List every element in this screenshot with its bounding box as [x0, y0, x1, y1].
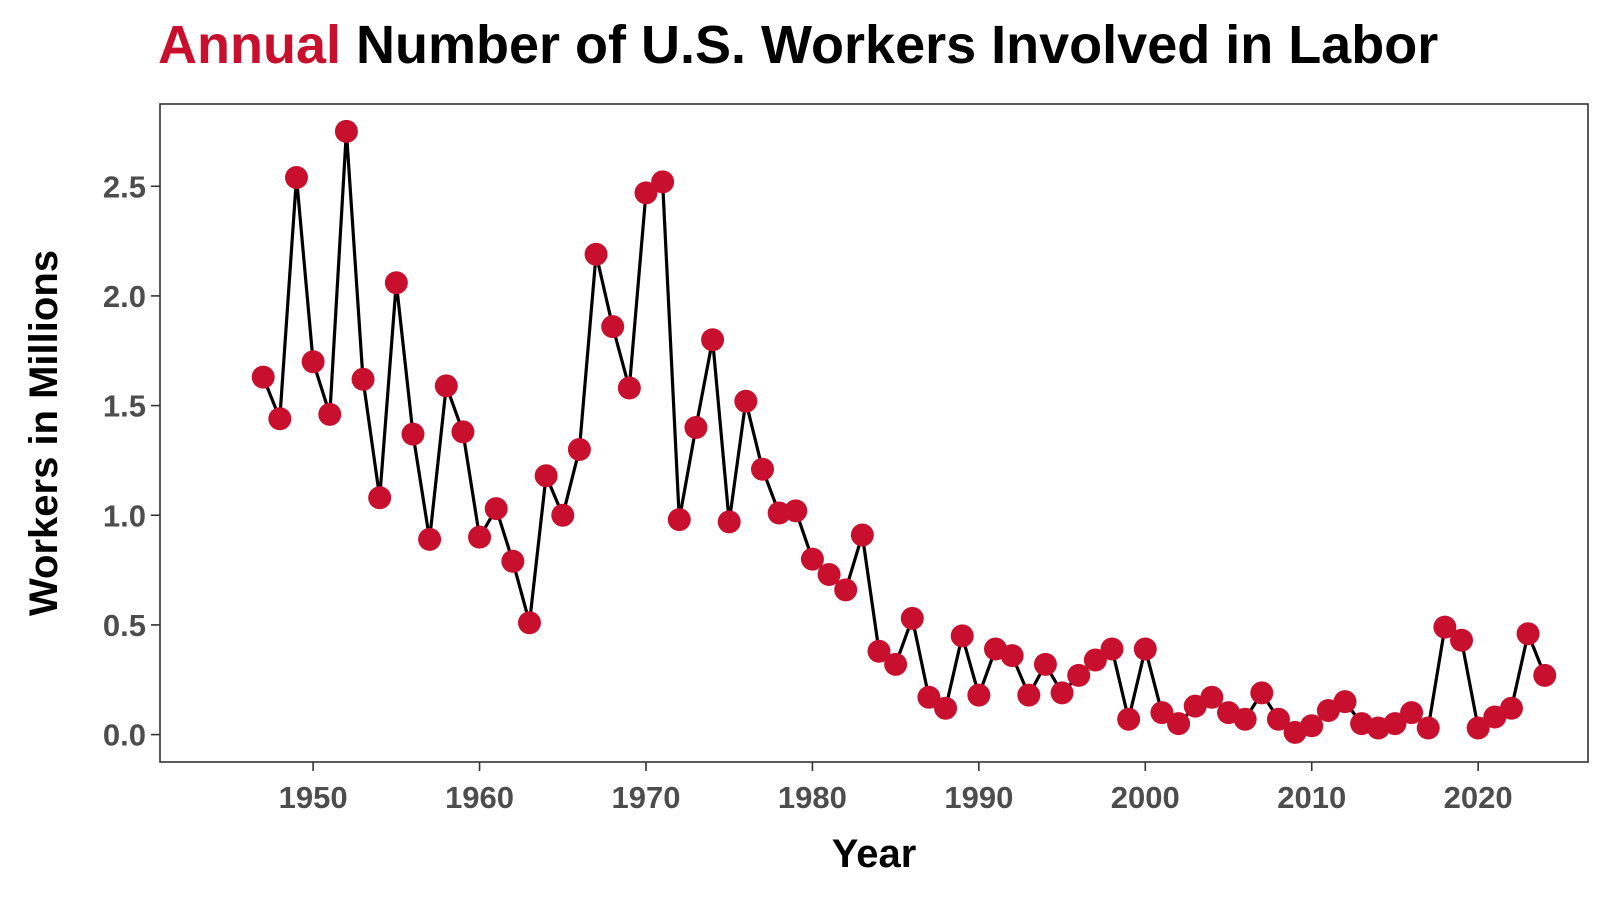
data-point: [1150, 701, 1174, 725]
data-point: [517, 611, 541, 635]
data-point: [401, 422, 425, 446]
data-point: [1383, 712, 1407, 736]
series-layer: [251, 119, 1557, 744]
data-point: [1333, 690, 1357, 714]
data-point: [817, 562, 841, 586]
y-tick-label: 0.0: [103, 718, 146, 753]
data-point: [1100, 637, 1124, 661]
x-tick-label: 2010: [1277, 780, 1346, 815]
data-point: [368, 486, 392, 510]
data-point: [701, 328, 725, 352]
data-point: [1450, 628, 1474, 652]
data-point: [1433, 615, 1457, 639]
data-point: [601, 315, 625, 339]
data-point: [884, 652, 908, 676]
x-tick-label: 1960: [445, 780, 514, 815]
data-point: [484, 497, 508, 521]
data-point: [634, 181, 658, 205]
data-point: [1117, 707, 1141, 731]
data-point: [784, 499, 808, 523]
x-axis-title: Year: [832, 832, 917, 876]
data-point: [584, 242, 608, 266]
data-point: [1466, 716, 1490, 740]
x-axis: 1950 1960 1970 1980 1990 2000 2010 2020: [279, 762, 1513, 815]
x-tick-label: 2000: [1111, 780, 1180, 815]
data-point: [451, 420, 475, 444]
data-point: [734, 389, 758, 413]
data-point: [434, 374, 458, 398]
data-point: [1133, 637, 1157, 661]
x-tick-label: 1950: [279, 780, 348, 815]
data-point: [667, 508, 691, 532]
data-point: [967, 683, 991, 707]
data-point: [617, 376, 641, 400]
data-point: [334, 119, 358, 143]
data-point: [1416, 716, 1440, 740]
data-point: [900, 606, 924, 630]
data-point: [1000, 644, 1024, 668]
data-point: [800, 547, 824, 571]
data-point: [551, 503, 575, 527]
data-point: [717, 510, 741, 534]
data-point: [1233, 707, 1257, 731]
data-point: [917, 685, 941, 709]
data-point: [301, 350, 325, 374]
data-point: [468, 525, 492, 549]
data-point: [1266, 707, 1290, 731]
y-axis: 0.0 0.5 1.0 1.5 2.0 2.5: [103, 169, 160, 753]
data-point: [934, 696, 958, 720]
data-point: [318, 402, 342, 426]
y-tick-label: 1.5: [103, 389, 146, 424]
data-point: [534, 464, 558, 488]
data-point: [867, 639, 891, 663]
data-point: [251, 365, 275, 389]
y-axis-title: Workers in Millions: [22, 250, 66, 616]
data-point: [1200, 685, 1224, 709]
x-tick-label: 1990: [944, 780, 1013, 815]
data-point: [684, 416, 708, 440]
chart-title-accent: Annual: [158, 15, 341, 75]
data-point: [834, 578, 858, 602]
data-point: [1050, 681, 1074, 705]
data-point: [1067, 663, 1091, 687]
data-point: [1033, 652, 1057, 676]
data-point: [850, 523, 874, 547]
data-point: [384, 271, 408, 295]
data-point: [1167, 712, 1191, 736]
data-point: [1017, 683, 1041, 707]
chart-title-main: Number of U.S. Workers Involved in Labor: [356, 15, 1439, 75]
data-point: [501, 549, 525, 573]
data-point: [1250, 681, 1274, 705]
data-point: [268, 407, 292, 431]
data-point: [351, 367, 375, 391]
y-tick-label: 0.5: [103, 608, 146, 643]
x-tick-label: 2020: [1444, 780, 1513, 815]
y-tick-label: 2.5: [103, 169, 146, 204]
x-tick-label: 1970: [612, 780, 681, 815]
data-point: [567, 437, 591, 461]
data-point: [418, 527, 442, 551]
x-tick-label: 1980: [778, 780, 847, 815]
data-point: [1499, 696, 1523, 720]
plot-panel: [159, 103, 1589, 763]
data-point: [950, 624, 974, 648]
data-point: [651, 170, 675, 194]
data-point: [284, 165, 308, 189]
y-tick-label: 1.0: [103, 498, 146, 533]
data-point: [1400, 701, 1424, 725]
y-tick-label: 2.0: [103, 279, 146, 314]
data-point: [1300, 714, 1324, 738]
data-point: [1533, 663, 1557, 687]
data-point: [750, 457, 774, 481]
chart-title: Annual Number of U.S. Workers Involved i…: [158, 14, 1588, 76]
data-point: [1516, 622, 1540, 646]
data-point: [1083, 648, 1107, 672]
